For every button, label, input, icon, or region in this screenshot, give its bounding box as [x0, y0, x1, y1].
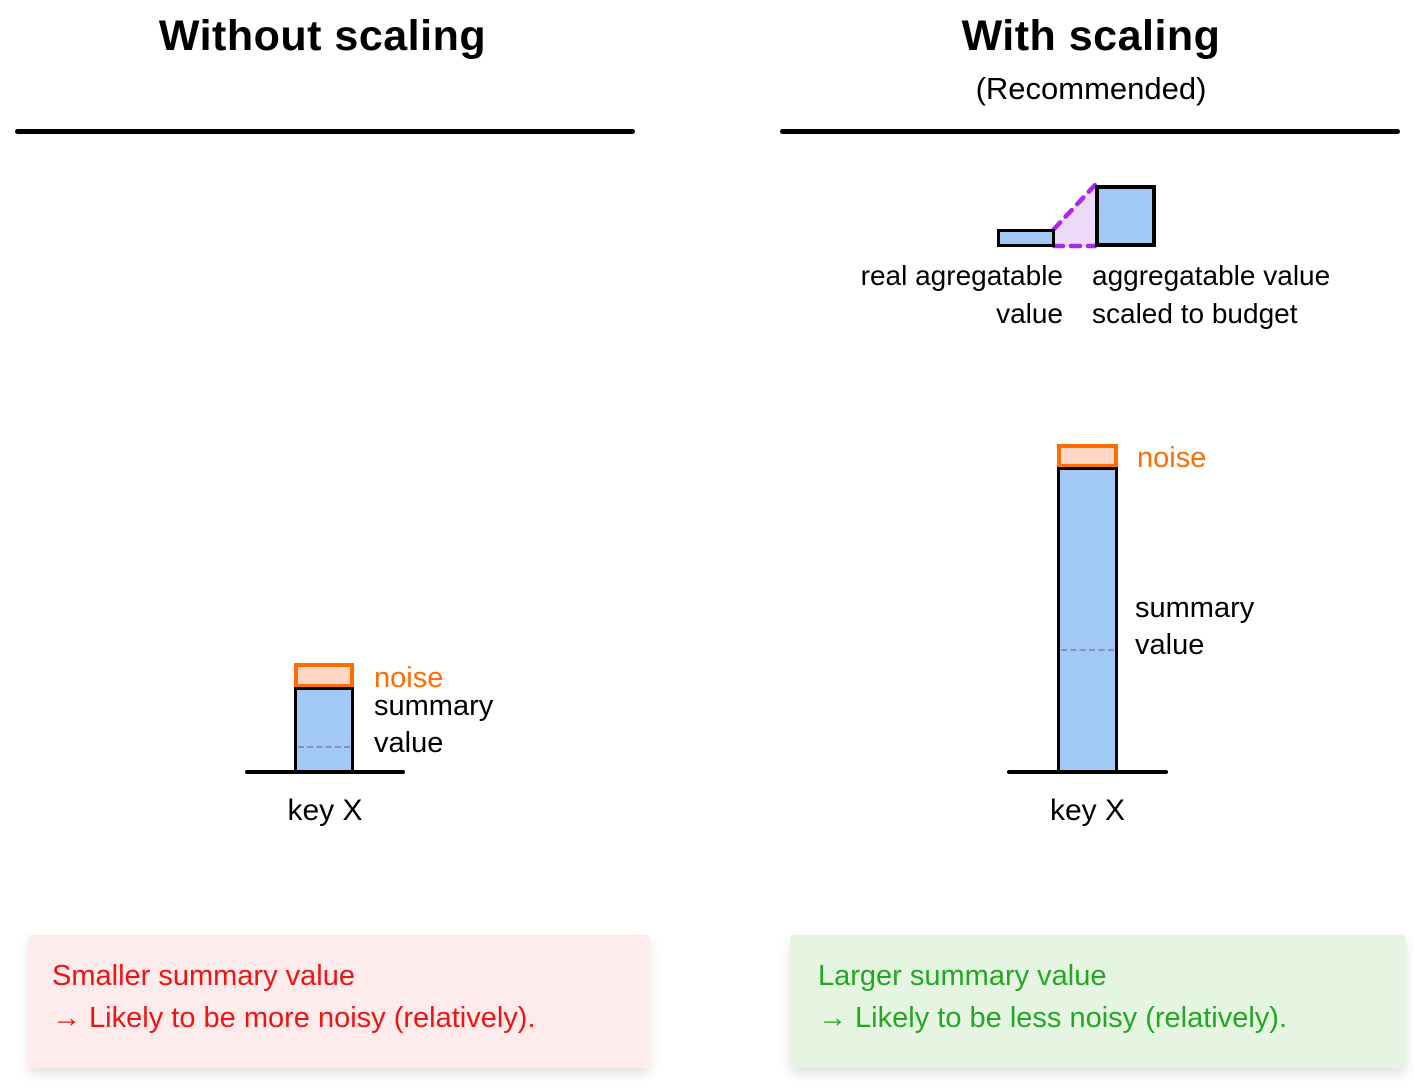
right-key-label: key X	[1049, 794, 1126, 827]
left-callout-box: Smaller summary value → Likely to be mor…	[28, 935, 650, 1068]
real-value-label: real agregatable value	[800, 257, 1063, 333]
left-callout-line1: Smaller summary value	[52, 960, 355, 992]
right-callout-box: Larger summary value → Likely to be less…	[790, 935, 1406, 1068]
real-value-label-line2: value	[996, 298, 1063, 329]
left-summary-label-line2: value	[374, 727, 444, 759]
left-axis-line	[245, 770, 405, 774]
scaling-dash-diagonal	[1051, 182, 1098, 232]
right-summary-label-line1: summary	[1135, 592, 1255, 624]
left-callout-line2: → Likely to be more noisy (relatively).	[52, 1002, 536, 1034]
left-summary-label: summary value	[374, 688, 493, 762]
left-summary-label-line1: summary	[374, 690, 494, 722]
scaled-value-square	[1095, 185, 1156, 247]
right-panel-subtitle: (Recommended)	[975, 71, 1207, 106]
right-summary-bar	[1057, 467, 1118, 774]
scaled-value-label-line1: aggregatable value	[1092, 260, 1331, 291]
real-value-label-line1: real agregatable	[860, 260, 1063, 291]
right-callout-line1: Larger summary value	[818, 960, 1107, 992]
left-key-label: key X	[287, 794, 363, 827]
left-bar-inner-divider	[298, 746, 350, 748]
scaling-trapezoid-fill	[1054, 185, 1095, 246]
scaled-value-label-line2: scaled to budget	[1092, 298, 1298, 329]
right-callout-line2: → Likely to be less noisy (relatively).	[818, 1002, 1287, 1034]
scaling-transition-graphic	[1051, 182, 1098, 249]
left-noise-cap	[294, 663, 354, 688]
left-summary-bar	[294, 687, 354, 774]
right-panel-title: With scaling	[961, 12, 1221, 60]
right-bar-inner-divider	[1061, 649, 1114, 651]
right-axis-line	[1007, 770, 1168, 774]
left-panel-title: Without scaling	[158, 12, 487, 60]
left-noise-label: noise	[374, 662, 444, 694]
real-value-bar	[997, 229, 1055, 247]
right-summary-label-line2: value	[1135, 629, 1205, 661]
right-noise-cap	[1057, 444, 1118, 468]
right-panel-rule	[780, 129, 1400, 134]
right-noise-label: noise	[1137, 442, 1207, 474]
right-summary-label: summary value	[1135, 590, 1254, 664]
scaled-value-label: aggregatable value scaled to budget	[1092, 257, 1412, 333]
left-panel-rule	[15, 129, 635, 134]
